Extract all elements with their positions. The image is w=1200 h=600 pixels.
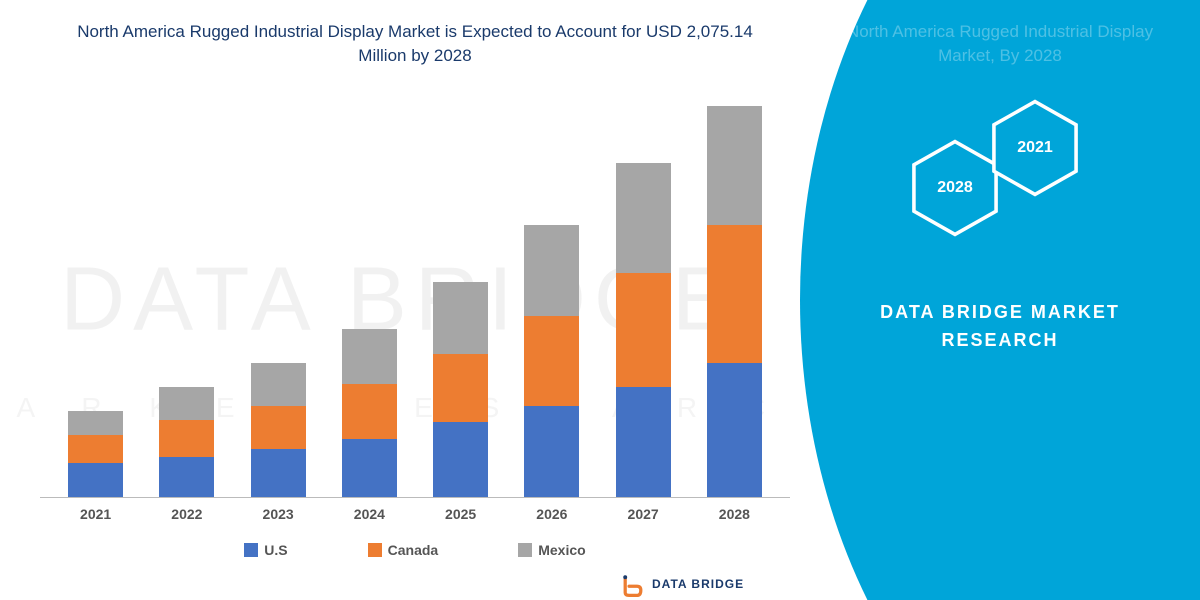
bar-segment xyxy=(616,387,671,497)
hexagon-label: 2021 xyxy=(1017,139,1053,157)
bar-segment xyxy=(433,282,488,353)
bar-stack xyxy=(251,363,306,496)
hexagon-2021: 2021 xyxy=(990,98,1080,198)
xaxis-label: 2023 xyxy=(248,506,308,522)
legend-swatch xyxy=(244,543,258,557)
hexagon-2028: 2028 xyxy=(910,138,1000,238)
bar-stack xyxy=(342,329,397,497)
xaxis-label: 2025 xyxy=(431,506,491,522)
hexagon-group: 2028 2021 xyxy=(900,98,1100,258)
bar-group xyxy=(66,411,126,497)
bar-segment xyxy=(342,329,397,384)
bar-segment xyxy=(433,354,488,423)
bar-stack xyxy=(616,163,671,496)
brand-text: DATA BRIDGE MARKET RESEARCH xyxy=(880,298,1120,356)
bar-stack xyxy=(433,282,488,496)
bar-segment xyxy=(251,406,306,449)
chart-area: DATA BRIDGE M A R K E T R E S E A R C H … xyxy=(0,0,800,600)
footer-logo: DATA BRIDGE xyxy=(620,572,744,598)
bar-segment xyxy=(524,225,579,315)
bar-segment xyxy=(707,225,762,363)
xaxis-label: 2028 xyxy=(704,506,764,522)
bar-segment xyxy=(68,463,123,496)
bar-stack xyxy=(68,411,123,497)
bar-segment xyxy=(159,457,214,497)
bar-stack xyxy=(159,387,214,497)
xaxis-label: 2021 xyxy=(66,506,126,522)
bar-segment xyxy=(251,363,306,406)
chart-title: North America Rugged Industrial Display … xyxy=(40,20,790,68)
xaxis-label: 2024 xyxy=(339,506,399,522)
footer-brand-text: DATA BRIDGE xyxy=(652,578,744,591)
bar-stack xyxy=(707,106,762,496)
xaxis-label: 2026 xyxy=(522,506,582,522)
bar-segment xyxy=(159,420,214,456)
bar-group xyxy=(613,163,673,496)
legend-label: Mexico xyxy=(538,542,585,558)
legend-label: Canada xyxy=(388,542,439,558)
bar-segment xyxy=(433,422,488,496)
bar-segment xyxy=(524,316,579,406)
bar-segment xyxy=(524,406,579,496)
bar-stack xyxy=(524,225,579,496)
bar-group xyxy=(431,282,491,496)
legend-item: Canada xyxy=(368,542,439,558)
chart-plot xyxy=(40,98,790,498)
bar-group xyxy=(157,387,217,497)
bar-segment xyxy=(616,273,671,387)
bar-group xyxy=(248,363,308,496)
page-container: DATA BRIDGE M A R K E T R E S E A R C H … xyxy=(0,0,1200,600)
right-panel-title: North America Rugged Industrial Display … xyxy=(800,20,1200,68)
bar-segment xyxy=(251,449,306,497)
brand-line-2: RESEARCH xyxy=(880,326,1120,355)
bar-segment xyxy=(342,384,397,439)
bridge-logo-icon xyxy=(620,572,646,598)
bar-segment xyxy=(342,439,397,496)
hexagon-label: 2028 xyxy=(937,179,973,197)
legend-swatch xyxy=(368,543,382,557)
bar-group xyxy=(522,225,582,496)
bar-segment xyxy=(68,435,123,464)
legend-item: Mexico xyxy=(518,542,585,558)
right-panel: North America Rugged Industrial Display … xyxy=(800,0,1200,600)
xaxis-label: 2022 xyxy=(157,506,217,522)
bar-segment xyxy=(707,363,762,496)
bar-segment xyxy=(616,163,671,273)
bar-group xyxy=(704,106,764,496)
legend-swatch xyxy=(518,543,532,557)
bar-segment xyxy=(68,411,123,435)
bar-group xyxy=(339,329,399,497)
chart-xaxis: 2021 2022 2023 2024 2025 2026 2027 2028 xyxy=(40,498,790,522)
brand-line-1: DATA BRIDGE MARKET xyxy=(880,298,1120,327)
xaxis-label: 2027 xyxy=(613,506,673,522)
chart-legend: U.S Canada Mexico xyxy=(40,542,790,558)
legend-item: U.S xyxy=(244,542,287,558)
legend-label: U.S xyxy=(264,542,287,558)
bar-segment xyxy=(159,387,214,420)
bar-segment xyxy=(707,106,762,225)
